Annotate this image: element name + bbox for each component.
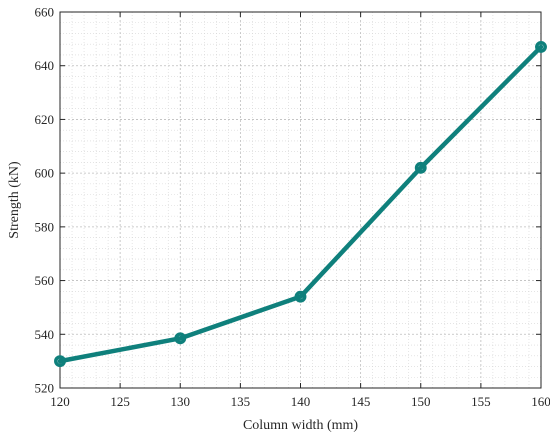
x-tick-label: 155 — [471, 394, 491, 409]
x-tick-label: 135 — [231, 394, 251, 409]
y-tick-label: 640 — [35, 58, 55, 73]
x-tick-label: 150 — [411, 394, 431, 409]
y-tick-label: 620 — [35, 112, 55, 127]
major-grid — [59, 11, 542, 389]
y-axis-label: Strength (kN) — [7, 161, 22, 239]
data-point-marker — [294, 290, 307, 303]
x-tick-label: 120 — [50, 394, 70, 409]
data-point-marker — [54, 355, 66, 368]
x-tick-labels: 120 125 130 135 140 145 150 155 160 — [50, 394, 550, 409]
series-layer — [54, 40, 547, 368]
axis-ticks — [59, 11, 542, 389]
y-tick-labels: 520 540 560 580 600 620 640 660 — [35, 5, 55, 396]
y-tick-label: 600 — [35, 166, 55, 181]
data-point-marker — [535, 40, 547, 53]
y-tick-label: 560 — [35, 273, 55, 288]
x-tick-label: 125 — [110, 394, 130, 409]
y-tick-label: 540 — [35, 327, 55, 342]
series-line — [57, 44, 544, 364]
y-tick-label: 520 — [35, 381, 55, 396]
x-axis-label: Column width (mm) — [243, 418, 358, 433]
x-tick-label: 145 — [351, 394, 371, 409]
x-tick-label: 140 — [291, 394, 311, 409]
y-tick-label: 660 — [35, 5, 55, 20]
x-tick-label: 160 — [531, 394, 550, 409]
x-tick-label: 130 — [171, 394, 191, 409]
data-point-marker — [174, 332, 187, 345]
data-point-marker — [414, 161, 427, 174]
y-tick-label: 580 — [35, 219, 55, 234]
